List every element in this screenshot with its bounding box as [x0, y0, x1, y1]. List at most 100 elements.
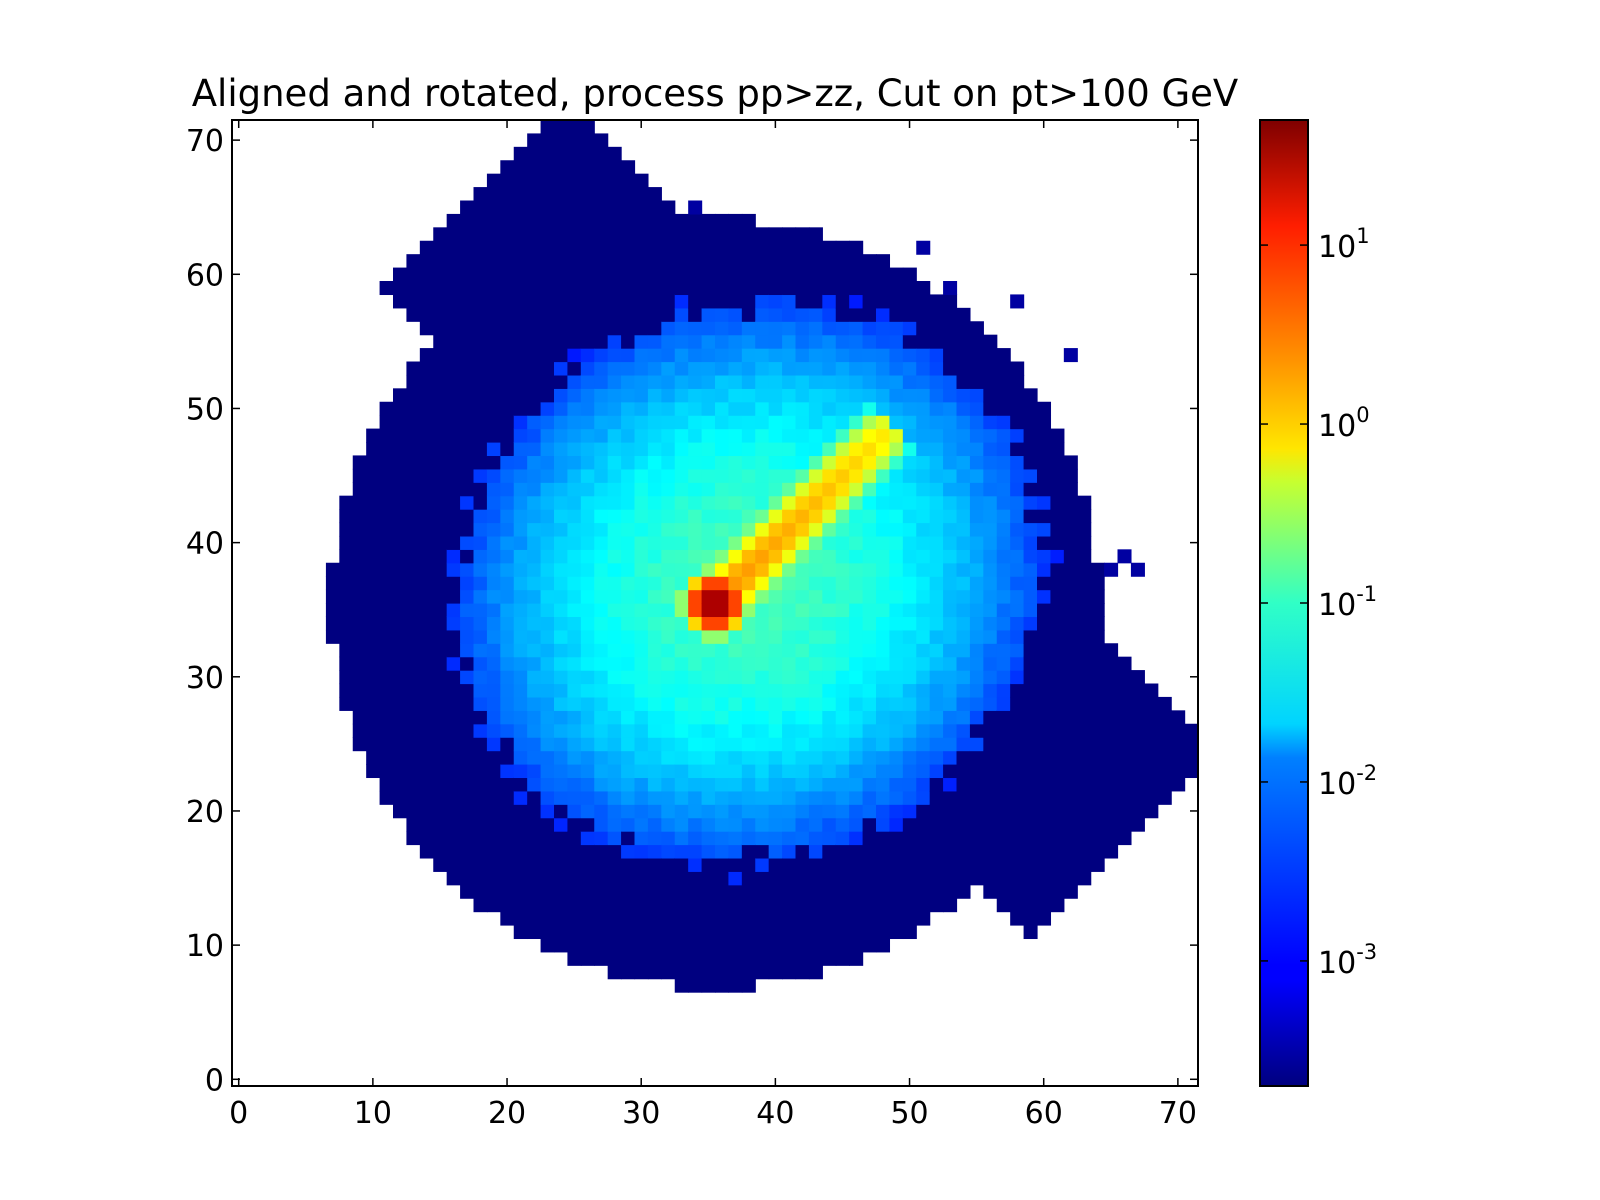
- heatmap-cell: [433, 267, 448, 282]
- heatmap-cell: [406, 307, 421, 322]
- heatmap-cell: [969, 790, 984, 805]
- heatmap-cell: [876, 294, 891, 309]
- heatmap-cell: [1010, 401, 1025, 416]
- heatmap-cell: [607, 267, 622, 282]
- heatmap-cell: [795, 884, 810, 899]
- heatmap-cell: [446, 857, 461, 872]
- heatmap-cell: [393, 790, 408, 805]
- heatmap-cell: [580, 683, 595, 698]
- heatmap-cell: [393, 428, 408, 443]
- heatmap-cell: [674, 321, 689, 336]
- heatmap-cell: [594, 146, 609, 161]
- heatmap-cell: [1117, 710, 1132, 725]
- heatmap-cell: [554, 200, 569, 215]
- heatmap-cell: [876, 388, 891, 403]
- heatmap-cell: [527, 160, 542, 175]
- heatmap-cell: [674, 535, 689, 550]
- heatmap-cell: [621, 549, 636, 564]
- heatmap-cell: [393, 442, 408, 457]
- heatmap-cell: [647, 361, 662, 376]
- heatmap-cell: [527, 656, 542, 671]
- heatmap-cell: [607, 831, 622, 846]
- heatmap-cell: [1077, 844, 1092, 859]
- heatmap-cell: [916, 723, 931, 738]
- heatmap-cell: [460, 348, 475, 363]
- heatmap-cell: [540, 227, 555, 242]
- heatmap-cell: [822, 549, 837, 564]
- heatmap-cell: [393, 764, 408, 779]
- heatmap-cell: [527, 401, 542, 416]
- heatmap-cell: [446, 589, 461, 604]
- heatmap-cell: [688, 683, 703, 698]
- heatmap-cell: [1171, 737, 1186, 752]
- heatmap-cell: [567, 160, 582, 175]
- heatmap-cell: [755, 831, 770, 846]
- heatmap-cell: [902, 495, 917, 510]
- heatmap-cell: [701, 576, 716, 591]
- heatmap-cell: [1090, 589, 1105, 604]
- heatmap-cell: [366, 629, 381, 644]
- heatmap-cell: [621, 187, 636, 202]
- heatmap-cell: [929, 857, 944, 872]
- heatmap-cell: [849, 710, 864, 725]
- heatmap-cell: [554, 294, 569, 309]
- heatmap-cell: [607, 401, 622, 416]
- heatmap-cell: [688, 415, 703, 430]
- heatmap-cell: [460, 777, 475, 792]
- heatmap-cell: [352, 562, 367, 577]
- heatmap-cell: [419, 670, 434, 685]
- heatmap-cell: [419, 629, 434, 644]
- heatmap-cell: [741, 750, 756, 765]
- heatmap-cell: [661, 938, 676, 953]
- heatmap-cell: [1050, 468, 1065, 483]
- heatmap-cell: [580, 616, 595, 631]
- heatmap-cell: [486, 294, 501, 309]
- heatmap-cell: [969, 643, 984, 658]
- heatmap-cell: [741, 723, 756, 738]
- heatmap-cell: [594, 871, 609, 886]
- heatmap-cell: [513, 213, 528, 228]
- heatmap-cell: [822, 415, 837, 430]
- heatmap-cell: [688, 710, 703, 725]
- heatmap-cell: [782, 334, 797, 349]
- heatmap-cell: [352, 509, 367, 524]
- heatmap-cell: [835, 535, 850, 550]
- heatmap-cell: [862, 603, 877, 618]
- heatmap-cell: [1010, 535, 1025, 550]
- heatmap-cell: [460, 227, 475, 242]
- heatmap-cell: [661, 951, 676, 966]
- heatmap-cell: [808, 737, 823, 752]
- heatmap-cell: [889, 442, 904, 457]
- heatmap-cell: [715, 321, 730, 336]
- heatmap-cell: [647, 240, 662, 255]
- heatmap-cell: [943, 616, 958, 631]
- heatmap-cell: [715, 307, 730, 322]
- heatmap-cell: [1037, 804, 1052, 819]
- heatmap-cell: [849, 737, 864, 752]
- heatmap-cell: [406, 696, 421, 711]
- heatmap-cell: [688, 737, 703, 752]
- heatmap-cell: [741, 576, 756, 591]
- heatmap-cell: [433, 442, 448, 457]
- heatmap-cell: [889, 374, 904, 389]
- heatmap-cell: [513, 925, 528, 940]
- heatmap-cell: [647, 656, 662, 671]
- heatmap-cell: [1063, 683, 1078, 698]
- heatmap-cell: [500, 589, 515, 604]
- heatmap-cell: [822, 576, 837, 591]
- heatmap-cell: [728, 951, 743, 966]
- heatmap-cell: [325, 562, 340, 577]
- heatmap-cell: [889, 415, 904, 430]
- heatmap-cell: [969, 374, 984, 389]
- heatmap-cell: [1010, 831, 1025, 846]
- heatmap-cell: [674, 670, 689, 685]
- heatmap-cell: [889, 616, 904, 631]
- heatmap-cell: [862, 764, 877, 779]
- heatmap-cell: [835, 857, 850, 872]
- heatmap-cell: [701, 670, 716, 685]
- heatmap-cell: [513, 737, 528, 752]
- heatmap-cell: [393, 294, 408, 309]
- heatmap-cell: [527, 281, 542, 296]
- heatmap-cell: [580, 281, 595, 296]
- heatmap-cell: [1104, 656, 1119, 671]
